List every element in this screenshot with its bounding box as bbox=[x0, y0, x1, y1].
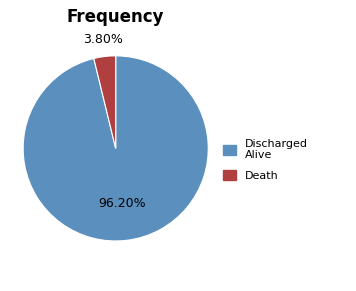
Text: 96.20%: 96.20% bbox=[99, 197, 146, 210]
Wedge shape bbox=[94, 56, 116, 148]
Text: 3.80%: 3.80% bbox=[83, 33, 122, 47]
Legend: Discharged
Alive, Death: Discharged Alive, Death bbox=[219, 134, 313, 186]
Title: Frequency: Frequency bbox=[67, 8, 164, 26]
Wedge shape bbox=[23, 56, 208, 241]
